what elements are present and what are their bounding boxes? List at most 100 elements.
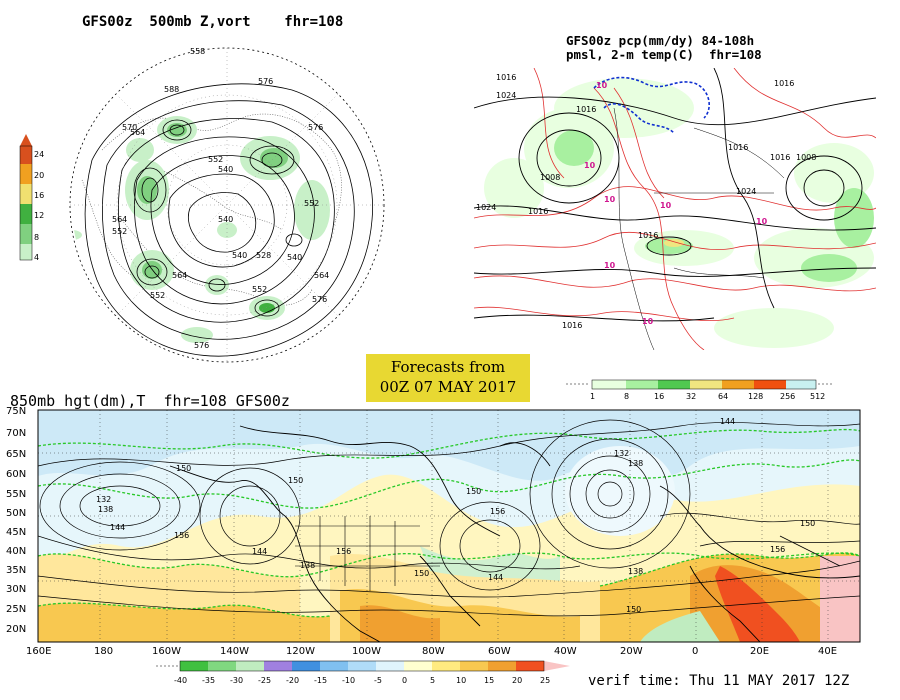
isobar-labels: 1016 1024 1016 1008 1024 1016 1016 1016 … [476,73,816,330]
polar-grid [70,48,384,362]
forecast-badge: Forecasts from 00Z 07 MAY 2017 [366,354,530,402]
temp-label: 10 [604,195,616,204]
lon-label: 180 [94,646,113,656]
pcp-panel-title-1: GFS00z pcp(mm/dy) 84-108h [566,33,755,48]
lon-label: 80W [422,646,445,656]
contour-label: 552 [252,285,267,294]
pcp-cb-tick: 64 [718,392,728,401]
h850-cb-tick: -25 [258,676,271,685]
height-label: 156 [770,545,785,554]
height-label: 144 [110,523,125,532]
temp-label: 10 [642,317,654,326]
contour-label: 540 [232,251,247,260]
contour-label: 540 [287,253,302,262]
contour-label: 558 [190,47,205,56]
pcp-cb-tick: 256 [780,392,795,401]
vort-field [72,83,374,357]
isobar-label: 1024 [496,91,516,100]
temp-label: 10 [584,161,596,170]
contour-label: 552 [112,227,127,236]
lat-label: 65N [6,449,26,460]
height-label: 138 [628,459,643,468]
isobar-label: 1008 [796,153,816,162]
lat-label: 35N [6,565,26,576]
vort-cb-tick: 4 [34,253,39,262]
snow-contours [593,76,710,134]
vort-contour-labels: 558 576 588 570 564 552 540 564 552 540 … [112,47,329,350]
height-label: 150 [414,569,429,578]
pcp-cb-tick: 8 [624,392,629,401]
h850-cb-tick: 0 [402,676,407,685]
pcp-colorbar: 1 8 16 32 64 128 256 512 [566,379,834,401]
lat-label: 50N [6,508,26,519]
height-label: 156 [336,547,351,556]
h850-cb-tick: -10 [342,676,355,685]
h850-panel-title: 850mb hgt(dm),T fhr=108 GFS00z [10,392,290,410]
us-state-borders [295,516,440,591]
isobar-label: 1008 [540,173,560,182]
height-label: 138 [98,505,113,514]
contour-label: 540 [218,165,233,174]
lon-label: 160W [152,646,181,656]
lat-label: 20N [6,624,26,635]
lat-label: 70N [6,428,26,439]
temp-label: 10 [604,261,616,270]
h850-cb-tick: -35 [202,676,215,685]
isobar-label: 1016 [562,321,582,330]
vort-cb-tick: 12 [34,211,44,220]
temp-contours [474,68,876,350]
height-label: 132 [96,495,111,504]
pcp-cb-tick: 512 [810,392,825,401]
vort-colorbar: 24 20 16 12 8 4 [19,134,44,262]
height-label: 150 [466,487,481,496]
lon-axis: 160E 180 160W 140W 120W 100W 80W 60W 40W… [26,646,837,656]
lon-label: 20E [750,646,769,656]
lon-label: 40W [554,646,577,656]
h850-cb-tick: -5 [374,676,382,685]
h850-cb-tick: -20 [286,676,299,685]
contour-label: 552 [208,155,223,164]
h850-cb-tick: -40 [174,676,187,685]
pcp-cb-tick: 128 [748,392,763,401]
lat-label: 30N [6,584,26,595]
contour-label: 552 [304,199,319,208]
isobar-label: 1016 [576,105,596,114]
lon-label: 160E [26,646,51,656]
isobar-label: 1016 [770,153,790,162]
lat-label: 40N [6,546,26,557]
forecast-badge-line1: Forecasts from [390,358,506,376]
vort-cb-tick: 20 [34,171,44,180]
vort-map: 558 576 588 570 564 552 540 564 552 540 … [69,47,385,363]
pcp-map: 1016 1024 1016 1008 1024 1016 1016 1016 … [474,68,876,350]
contour-label: 564 [130,128,145,137]
contour-label: 588 [164,85,179,94]
height-label: 156 [490,507,505,516]
height-contours [84,83,374,357]
height-label: 144 [252,547,267,556]
vort-cb-tick: 24 [34,150,44,159]
h850-cb-tick: 10 [456,676,466,685]
temp-label: 10 [596,81,608,90]
height-label: 144 [720,417,735,426]
height-contours-850 [38,419,860,617]
h850-colorbar: -40 -35 -30 -25 -20 -15 -10 -5 0 5 10 15… [156,660,570,685]
h850-map: 144 150 132 138 144 156 150 150 144 156 … [6,406,861,656]
verif-time: verif time: Thu 11 MAY 2017 12Z [588,673,850,689]
contour-label: 576 [194,341,209,350]
contour-label: 576 [308,123,323,132]
precip-shading [484,78,874,348]
temp-labels: 10 10 10 10 10 10 10 [584,81,768,326]
lat-label: 75N [6,406,26,417]
lon-label: 120W [286,646,315,656]
pcp-cb-tick: 32 [686,392,696,401]
contour-label: 552 [150,291,165,300]
h850-cb-tick: 15 [484,676,494,685]
vort-cb-tick: 8 [34,233,39,242]
lat-label: 45N [6,527,26,538]
temp-label: 10 [756,217,768,226]
temp-label: 10 [660,201,672,210]
isobar-label: 1024 [476,203,496,212]
pcp-cb-tick: 1 [590,392,595,401]
contour-label: 540 [218,215,233,224]
height-label: 150 [176,464,191,473]
